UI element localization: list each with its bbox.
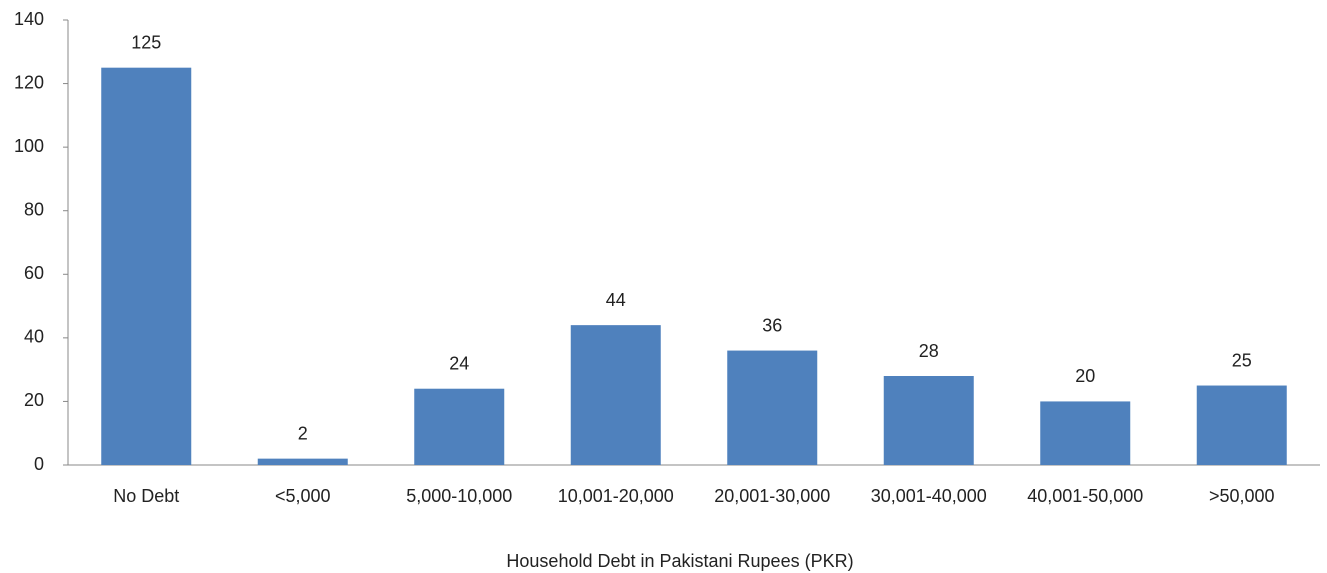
x-tick-label: 30,001-40,000 <box>871 486 987 506</box>
y-tick-label: 120 <box>14 72 44 92</box>
data-label: 44 <box>606 290 626 310</box>
y-tick-label: 100 <box>14 136 44 156</box>
bar <box>257 458 348 465</box>
bar <box>1196 385 1287 465</box>
y-tick-label: 60 <box>24 263 44 283</box>
x-tick-label: No Debt <box>113 486 179 506</box>
bar <box>414 388 505 465</box>
bar <box>1040 401 1131 465</box>
y-tick-label: 40 <box>24 327 44 347</box>
bar <box>727 350 818 465</box>
data-label: 24 <box>449 353 469 373</box>
x-tick-label: <5,000 <box>275 486 331 506</box>
data-label: 28 <box>919 341 939 361</box>
bar <box>101 67 192 465</box>
data-label: 25 <box>1232 350 1252 370</box>
x-tick-label: 20,001-30,000 <box>714 486 830 506</box>
y-tick-label: 80 <box>24 199 44 219</box>
y-tick-label: 0 <box>34 454 44 474</box>
x-tick-label: 5,000-10,000 <box>406 486 512 506</box>
x-tick-label: 10,001-20,000 <box>558 486 674 506</box>
data-label: 125 <box>131 32 161 52</box>
bar <box>883 376 974 465</box>
data-label: 2 <box>298 423 308 443</box>
data-label: 20 <box>1075 366 1095 386</box>
y-tick-label: 20 <box>24 390 44 410</box>
x-tick-label: 40,001-50,000 <box>1027 486 1143 506</box>
x-tick-label: >50,000 <box>1209 486 1275 506</box>
data-label: 36 <box>762 315 782 335</box>
y-tick-label: 140 <box>14 9 44 29</box>
bar <box>570 325 661 465</box>
x-axis-title: Household Debt in Pakistani Rupees (PKR) <box>506 551 853 571</box>
